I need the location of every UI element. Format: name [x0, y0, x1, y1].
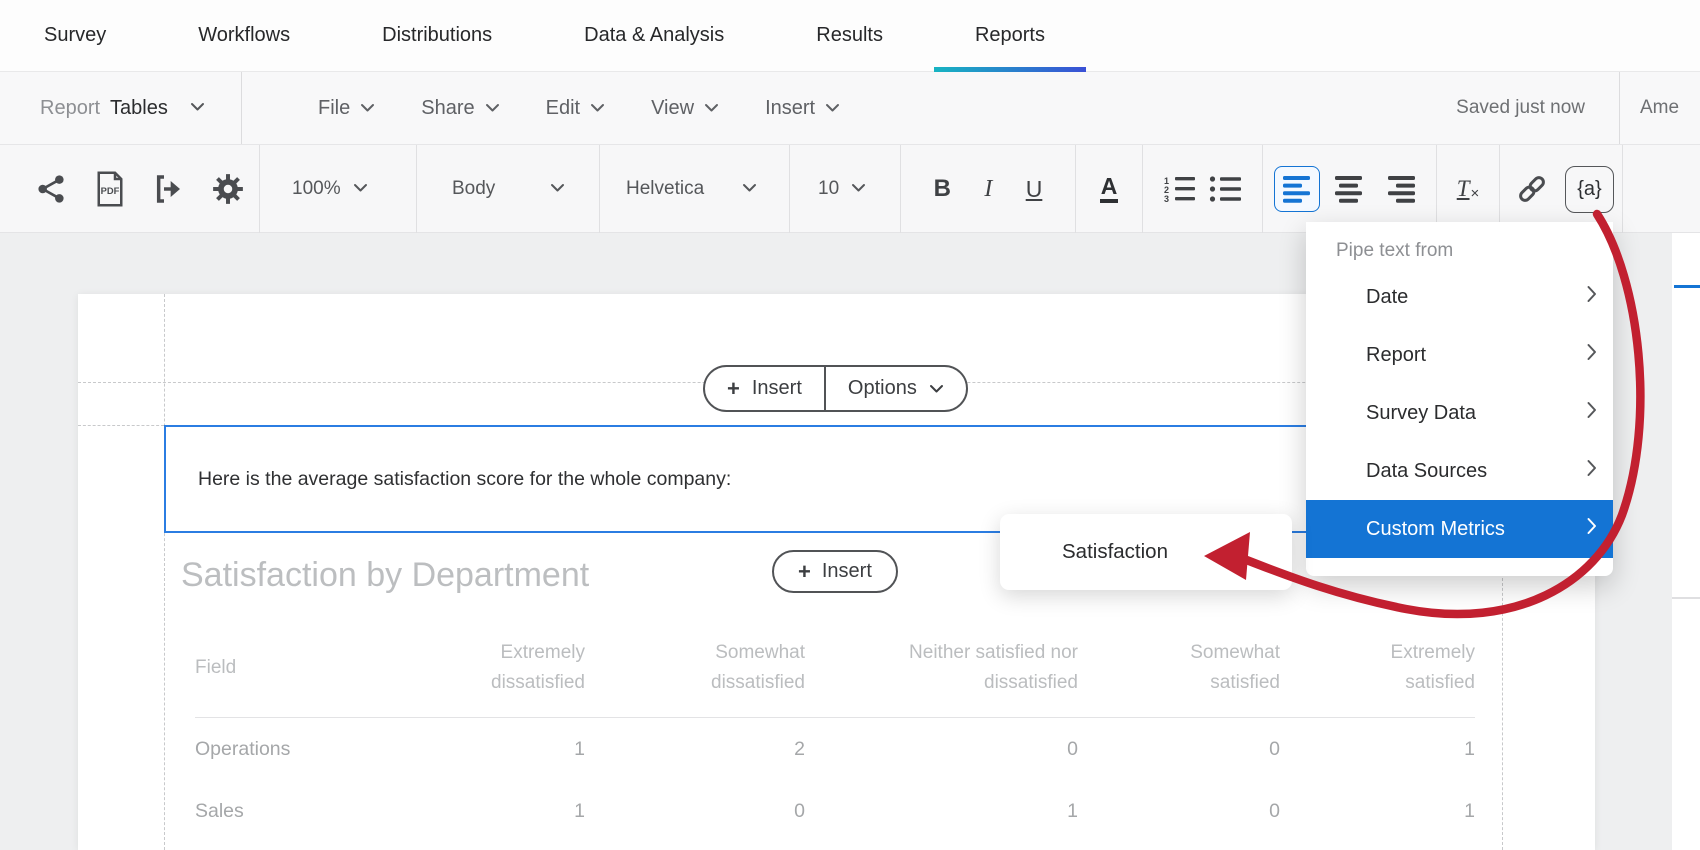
- chevron-down-icon: [485, 104, 499, 112]
- submenu-item-satisfaction: Satisfaction: [1062, 540, 1168, 563]
- col-header-neither: Neither satisfied nor dissatisfied: [909, 642, 1078, 693]
- menu-insert[interactable]: Insert: [765, 97, 840, 120]
- col-header-field: Field: [195, 656, 237, 678]
- pipe-menu-item-survey-data[interactable]: Survey Data: [1306, 384, 1613, 442]
- chevron-right-icon: [1587, 518, 1597, 541]
- chevron-down-icon: [353, 180, 368, 198]
- save-status: Saved just now: [1456, 97, 1585, 118]
- share-icon[interactable]: [36, 173, 68, 205]
- pipe-menu-item-report[interactable]: Report: [1306, 326, 1613, 384]
- plus-icon: +: [798, 558, 811, 584]
- zoom-select[interactable]: 100%: [260, 145, 417, 233]
- plus-icon: +: [727, 375, 740, 401]
- table-row: Operations 1 2 0 0 1: [195, 737, 1475, 760]
- custom-metrics-submenu[interactable]: Satisfaction: [1000, 514, 1292, 590]
- text-color-button[interactable]: A: [1099, 175, 1119, 203]
- tab-results[interactable]: Results: [816, 24, 883, 46]
- underline-button[interactable]: U: [1025, 175, 1043, 202]
- pipe-text-menu: Pipe text from Date Report Survey Data D…: [1306, 222, 1613, 576]
- menu-view[interactable]: View: [651, 97, 719, 120]
- text-block-content: Here is the average satisfaction score f…: [198, 467, 732, 490]
- bold-button[interactable]: B: [933, 175, 952, 202]
- align-right-button[interactable]: [1379, 166, 1425, 212]
- svg-text:3: 3: [1164, 194, 1169, 203]
- right-panel-accent: [1674, 285, 1700, 288]
- table-header-row: Field Extremely dissatisfied Somewhat di…: [195, 630, 1475, 718]
- piped-text-button[interactable]: {a}: [1565, 165, 1614, 213]
- export-icon[interactable]: [152, 173, 184, 205]
- chevron-right-icon: [1587, 402, 1597, 425]
- menu-edit[interactable]: Edit: [546, 97, 605, 120]
- formatting-toolbar: PDF 100% Body Helvetica 10 B I U A: [0, 145, 1700, 233]
- italic-button[interactable]: I: [984, 175, 993, 202]
- menubar-right: Saved just now Ame: [1456, 72, 1700, 144]
- report-switcher-label: Report: [40, 96, 101, 119]
- insert-options-button: + Insert Options: [703, 365, 968, 412]
- chevron-down-icon: [591, 104, 605, 112]
- col-header-somewhat-satisfied: Somewhat satisfied: [1190, 642, 1280, 693]
- table-title: Satisfaction by Department: [181, 556, 590, 594]
- chevron-down-icon: [929, 384, 943, 392]
- block-top-guide-left: [78, 425, 164, 426]
- text-block[interactable]: Here is the average satisfaction score f…: [164, 425, 1502, 533]
- col-header-somewhat-dissatisfied: Somewhat dissatisfied: [711, 642, 805, 693]
- svg-text:2: 2: [1164, 185, 1169, 195]
- chevron-right-icon: [1587, 344, 1597, 367]
- pdf-export-icon[interactable]: PDF: [95, 171, 125, 207]
- chevron-down-icon: [826, 104, 840, 112]
- pipe-menu-header: Pipe text from: [1336, 240, 1454, 261]
- table-row: Sales 1 0 1 0 1: [195, 799, 1475, 822]
- menu-file[interactable]: File: [318, 97, 375, 120]
- chevron-right-icon: [1587, 286, 1597, 309]
- report-menubar: Report Tables File Share Edit View Inser…: [0, 72, 1700, 145]
- pipe-menu-item-date[interactable]: Date: [1306, 268, 1613, 326]
- report-switcher[interactable]: Report Tables: [0, 72, 242, 144]
- chevron-down-icon: [851, 180, 866, 198]
- pipe-menu-item-data-sources[interactable]: Data Sources: [1306, 442, 1613, 500]
- clear-formatting-button[interactable]: T ×: [1456, 176, 1480, 202]
- chevron-down-icon: [190, 99, 205, 117]
- chevron-down-icon: [550, 180, 565, 198]
- results-table[interactable]: Field Extremely dissatisfied Somewhat di…: [195, 630, 1475, 842]
- right-panel-edge: [1672, 233, 1700, 850]
- report-switcher-value: Tables: [110, 96, 168, 119]
- divider: [1672, 597, 1700, 599]
- tab-reports[interactable]: Reports: [933, 0, 1087, 72]
- insert-link-icon[interactable]: [1514, 171, 1550, 207]
- page-margin-guide-left: [164, 294, 165, 850]
- top-nav: Survey Workflows Distributions Data & An…: [0, 0, 1700, 72]
- font-family-select[interactable]: Helvetica: [600, 145, 790, 233]
- pipe-menu-item-custom-metrics[interactable]: Custom Metrics: [1306, 500, 1613, 558]
- options-segment[interactable]: Options: [826, 367, 966, 410]
- insert-segment[interactable]: + Insert: [727, 375, 802, 401]
- col-header-extremely-satisfied: Extremely satisfied: [1390, 642, 1475, 693]
- chevron-down-icon: [361, 104, 375, 112]
- paragraph-style-select[interactable]: Body: [417, 145, 600, 233]
- bullet-list-button[interactable]: [1209, 175, 1242, 203]
- chevron-down-icon: [742, 180, 757, 198]
- divider: [823, 367, 826, 410]
- col-header-extremely-dissatisfied: Extremely dissatisfied: [491, 642, 585, 693]
- menu-share[interactable]: Share: [421, 97, 499, 120]
- user-name[interactable]: Ame: [1640, 97, 1680, 118]
- editor-menus: File Share Edit View Insert: [242, 97, 840, 120]
- tab-survey[interactable]: Survey: [44, 24, 107, 46]
- align-center-button[interactable]: [1326, 166, 1372, 212]
- settings-gear-icon[interactable]: [211, 172, 245, 206]
- chevron-down-icon: [705, 104, 719, 112]
- chevron-right-icon: [1587, 460, 1597, 483]
- divider: [1619, 72, 1620, 144]
- tab-workflows[interactable]: Workflows: [198, 24, 291, 46]
- tab-data-analysis[interactable]: Data & Analysis: [584, 24, 725, 46]
- align-left-button[interactable]: [1274, 166, 1321, 212]
- svg-text:1: 1: [1164, 176, 1169, 186]
- svg-text:PDF: PDF: [101, 186, 120, 196]
- insert-button[interactable]: + Insert: [772, 550, 898, 593]
- tab-distributions[interactable]: Distributions: [382, 24, 493, 46]
- font-size-select[interactable]: 10: [790, 145, 901, 233]
